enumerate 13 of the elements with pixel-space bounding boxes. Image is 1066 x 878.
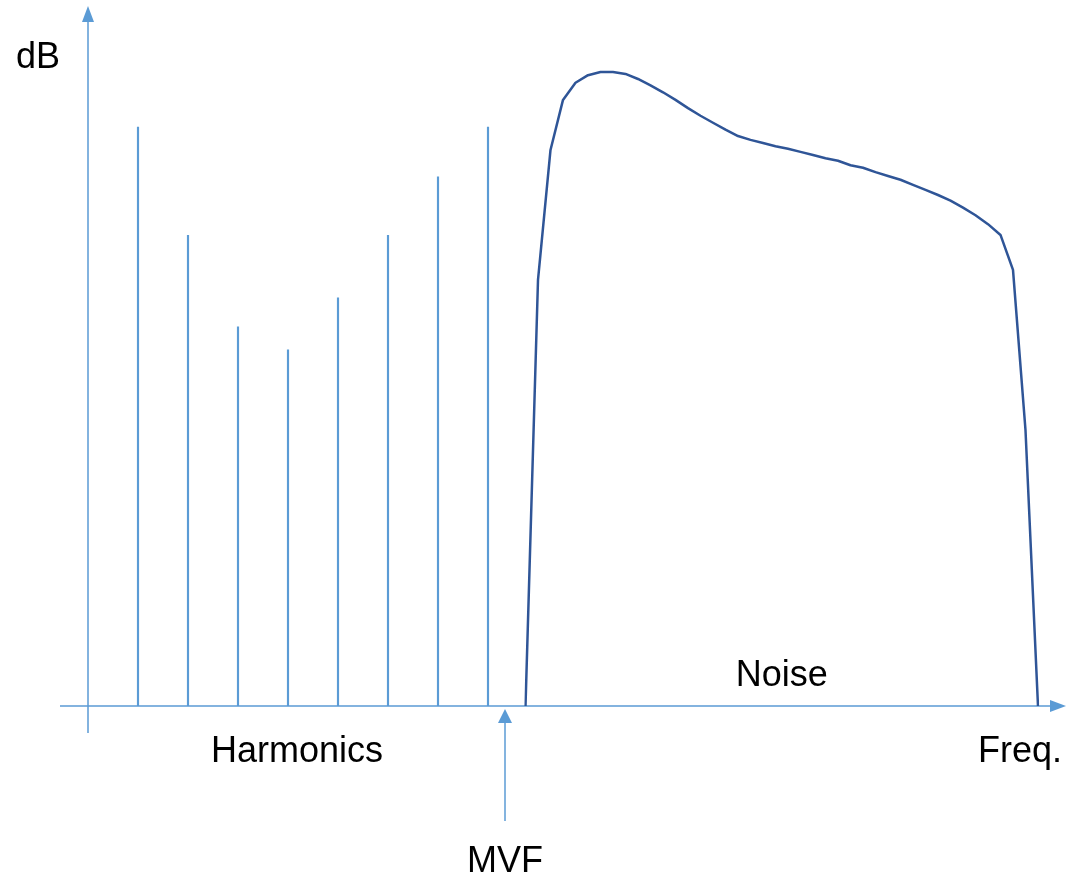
bar xyxy=(186,234,190,706)
bar xyxy=(136,126,140,706)
bar xyxy=(286,349,290,706)
annotation: Noise xyxy=(735,653,828,694)
text: Harmonics xyxy=(211,729,384,770)
x-axis-title: Freq. xyxy=(978,729,1063,770)
bar xyxy=(436,176,440,706)
y-axis-title: dB xyxy=(16,35,61,76)
bar xyxy=(336,297,340,706)
text: MVF xyxy=(467,839,543,878)
bar xyxy=(386,234,390,706)
bar xyxy=(486,126,490,706)
bar xyxy=(236,326,240,706)
